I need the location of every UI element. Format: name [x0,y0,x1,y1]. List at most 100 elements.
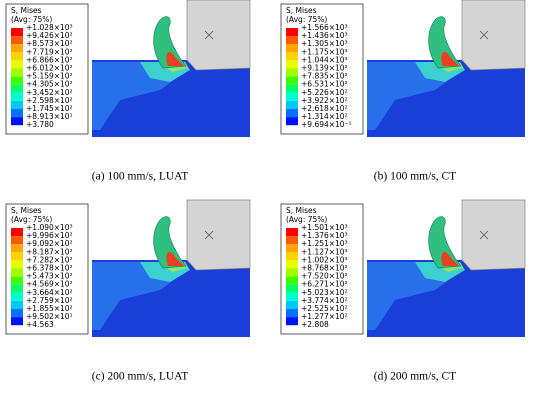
legend-swatch [286,28,298,37]
legend-swatch [286,317,298,326]
tool [461,0,526,71]
legend-label: +3.452×10² [26,88,73,97]
legend-label: +9.426×10² [26,31,73,40]
legend-label: +1.305×10³ [301,39,348,48]
legend-label: +1.251×10³ [301,239,348,248]
tool [186,199,251,271]
legend-swatch [11,68,23,77]
legend-title: S, Mises [11,6,42,15]
legend-label: +1.436×10³ [301,31,348,40]
tool [461,199,526,271]
legend-subtitle: (Avg: 75%) [11,15,52,24]
legend-subtitle: (Avg: 75%) [11,215,52,224]
legend-swatch [11,268,23,277]
legend-label: +5.023×10² [301,288,348,297]
chip [428,216,462,269]
legend-label: +6.271×10² [301,280,348,289]
legend-swatch [11,92,23,101]
legend-swatch [286,44,298,53]
legend-label: +5.473×10² [26,272,73,281]
legend-swatch [11,109,23,118]
legend-label: +7.282×10² [26,255,73,264]
caption: (c) 200 mm/s, LUAT [92,371,188,383]
legend-swatch [11,292,23,301]
legend-label: +1.855×10² [26,304,73,313]
legend-swatch [11,260,23,269]
panel: S, Mises(Avg: 75%)+1.028×10³+9.426×10²+8… [5,0,251,183]
legend-swatch [286,109,298,118]
legend-swatch [286,36,298,45]
legend-label: +9.092×10² [26,239,73,248]
legend-label: +5.159×10² [26,72,73,81]
legend-label: +9.996×10² [26,231,73,240]
legend-swatch [286,292,298,301]
legend-swatch [286,300,298,309]
legend-label: +9.694×10⁻¹ [301,120,352,129]
legend-title: S, Mises [11,206,42,215]
legend-label: +7.835×10² [301,72,348,81]
legend-label: +1.090×10³ [26,223,73,232]
panel: S, Mises(Avg: 75%)+1.501×10³+1.376×10³+1… [280,199,526,383]
caption: (d) 200 mm/s, CT [374,371,456,383]
legend-subtitle: (Avg: 75%) [286,215,327,224]
legend-label: +6.866×10² [26,55,73,64]
tool [186,0,251,71]
legend-swatch [286,284,298,293]
legend-swatch [286,100,298,109]
legend-label: +8.187×10² [26,247,73,256]
legend-swatch [11,84,23,93]
legend-swatch [286,76,298,85]
legend-swatch [11,76,23,85]
legend-label: +1.277×10² [301,312,348,321]
legend-swatch [286,84,298,93]
legend-label: +3.780 [26,120,54,129]
legend-label: +3.922×10² [301,96,348,105]
legend-swatch [11,300,23,309]
legend-label: +4.563 [26,320,54,329]
legend-label: +2.598×10² [26,96,73,105]
legend-swatch [11,228,23,237]
legend-subtitle: (Avg: 75%) [286,15,327,24]
legend-label: +1.566×10³ [301,23,348,32]
legend-swatch [286,309,298,318]
legend-label: +1.175×10³ [301,47,348,56]
legend-label: +7.719×10² [26,47,73,56]
legend-swatch [286,260,298,269]
legend-label: +9.139×10² [301,64,348,73]
legend-label: +9.502×10¹ [26,312,73,321]
legend-label: +3.664×10² [26,288,73,297]
legend-swatch [286,60,298,69]
legend-swatch [11,284,23,293]
legend-label: +5.226×10² [301,88,348,97]
chip-hot [441,251,459,266]
legend-label: +2.525×10² [301,304,348,313]
legend-label: +1.127×10³ [301,247,348,256]
legend-swatch [286,92,298,101]
legend-label: +1.002×10³ [301,255,348,264]
legend-label: +6.531×10² [301,80,348,89]
chip-hot [166,51,184,66]
legend-label: +1.501×10³ [301,223,348,232]
legend-label: +1.314×10² [301,112,348,121]
legend-swatch [286,68,298,77]
legend-label: +1.745×10² [26,104,73,113]
legend-swatch [11,117,23,126]
chip-hot [441,51,459,66]
legend-swatch [11,309,23,318]
legend-label: +6.012×10² [26,64,73,73]
legend-swatch [11,28,23,37]
legend-swatch [11,244,23,253]
panel: S, Mises(Avg: 75%)+1.090×10³+9.996×10²+9… [5,199,251,383]
legend-label: +6.378×10² [26,264,73,273]
chip [428,16,462,69]
legend-label: +1.044×10³ [301,55,348,64]
legend-swatch [11,276,23,285]
caption: (b) 100 mm/s, CT [374,171,456,183]
chip-hot [166,251,184,266]
legend-label: +2.808 [301,320,329,329]
chip [153,216,187,269]
legend-swatch [286,252,298,261]
tool-mark [479,30,489,40]
legend-swatch [11,317,23,326]
panel: S, Mises(Avg: 75%)+1.566×10³+1.436×10³+1… [280,0,526,183]
